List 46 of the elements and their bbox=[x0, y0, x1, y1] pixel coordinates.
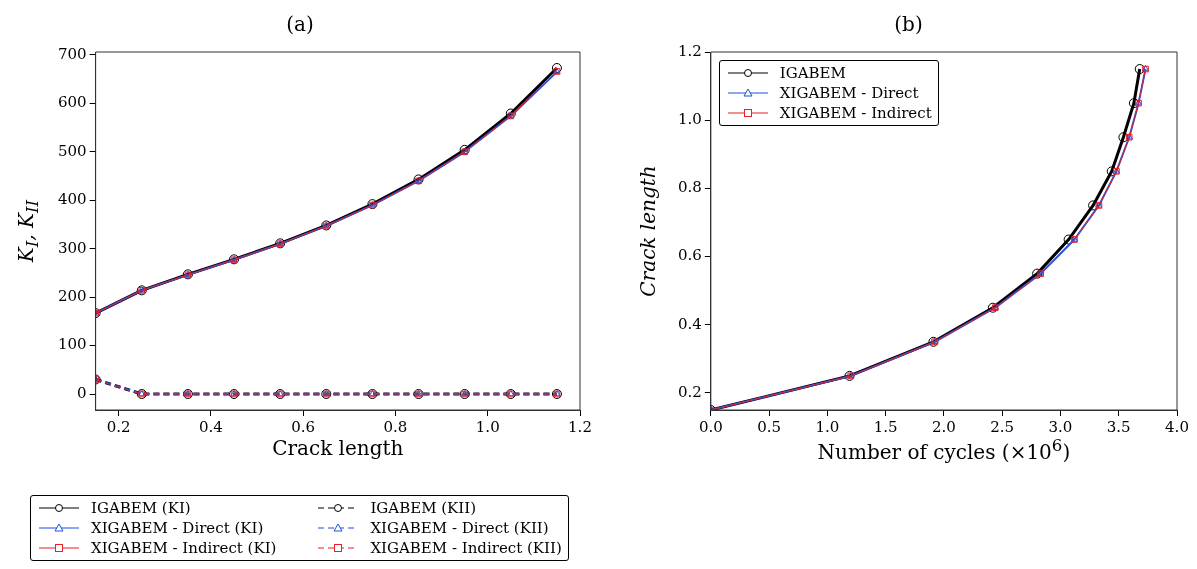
legend-label: IGABEM (KII) bbox=[370, 499, 477, 517]
x-tick-label: 3.5 bbox=[1106, 417, 1131, 436]
y-tick-label: 0.6 bbox=[678, 246, 702, 265]
y-tick-label: 600 bbox=[57, 93, 87, 112]
x-tick-label: 2.5 bbox=[990, 417, 1015, 436]
y-tick-label: 0.4 bbox=[678, 314, 702, 333]
chart-title: (b) bbox=[893, 12, 924, 36]
x-tick-label: 1.5 bbox=[873, 417, 898, 436]
x-tick-label: 0.4 bbox=[199, 417, 223, 436]
legend-label: XIGABEM - Direct bbox=[779, 84, 919, 102]
y-tick-label: 300 bbox=[57, 238, 87, 257]
legend-label: XIGABEM - Direct (KI) bbox=[91, 519, 264, 537]
legend-label: XIGABEM - Indirect bbox=[779, 104, 932, 122]
legend-label: IGABEM (KI) bbox=[91, 499, 191, 517]
x-axis-title: Number of cycles (×10$^{6}$) bbox=[817, 436, 1071, 464]
legend-label: IGABEM bbox=[779, 64, 846, 82]
x-tick-label: 1.0 bbox=[475, 417, 500, 436]
x-tick-label: 3.0 bbox=[1048, 417, 1073, 436]
y-tick-label: 1.2 bbox=[678, 41, 702, 60]
x-tick-label: 0.6 bbox=[291, 417, 316, 436]
point bbox=[1134, 64, 1145, 75]
y-tick-label: 1.0 bbox=[678, 110, 702, 129]
y-tick-label: 100 bbox=[57, 335, 87, 354]
x-tick-label: 0.8 bbox=[383, 417, 408, 436]
legend-label: XIGABEM - Indirect (KI) bbox=[91, 539, 277, 557]
legend-label: XIGABEM - Direct (KII) bbox=[370, 519, 549, 537]
y-axis-title: Crack length bbox=[636, 165, 660, 297]
x-tick-label: 0.0 bbox=[698, 417, 723, 436]
x-tick-label: 0.2 bbox=[106, 417, 131, 436]
y-tick-label: 200 bbox=[57, 287, 87, 306]
x-tick-label: 4.0 bbox=[1165, 417, 1189, 436]
x-tick-label: 1.2 bbox=[568, 417, 592, 436]
y-tick-label: 0 bbox=[77, 383, 87, 402]
y-tick-label: 700 bbox=[57, 44, 87, 63]
x-tick-label: 1.0 bbox=[815, 417, 840, 436]
point bbox=[1032, 268, 1043, 279]
legend-label: XIGABEM - Indirect (KII) bbox=[370, 539, 562, 557]
y-tick-label: 400 bbox=[57, 190, 87, 209]
y-tick-label: 0.2 bbox=[678, 382, 702, 401]
x-axis-title: Crack length bbox=[272, 436, 404, 460]
x-tick-label: 2.0 bbox=[932, 417, 956, 436]
y-tick-label: 500 bbox=[57, 141, 87, 160]
chart-title: (a) bbox=[285, 12, 315, 36]
point bbox=[551, 62, 562, 73]
x-tick-label: 0.5 bbox=[757, 417, 782, 436]
y-tick-label: 0.8 bbox=[678, 178, 702, 197]
